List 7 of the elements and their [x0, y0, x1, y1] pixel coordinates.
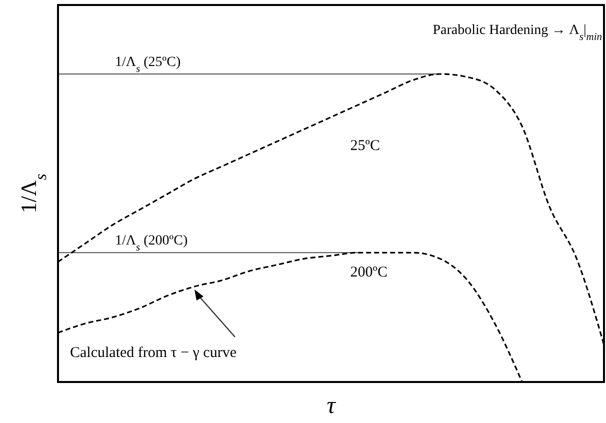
- annotation: Calculated from τ − γ curve: [70, 345, 237, 361]
- ref-line-label: 1/Λ$_{s}$ (25ºC): [115, 55, 181, 74]
- ref-line-label: 1/Λ$_{s}$ (200ºC): [115, 234, 188, 254]
- series-label: 200ºC: [350, 264, 388, 281]
- text: Parabolic Hardening → Λ$_{s}$|$_{min}$: [432, 23, 602, 42]
- series-label: 25ºC: [350, 138, 380, 154]
- x-axis-title: τ: [326, 393, 337, 419]
